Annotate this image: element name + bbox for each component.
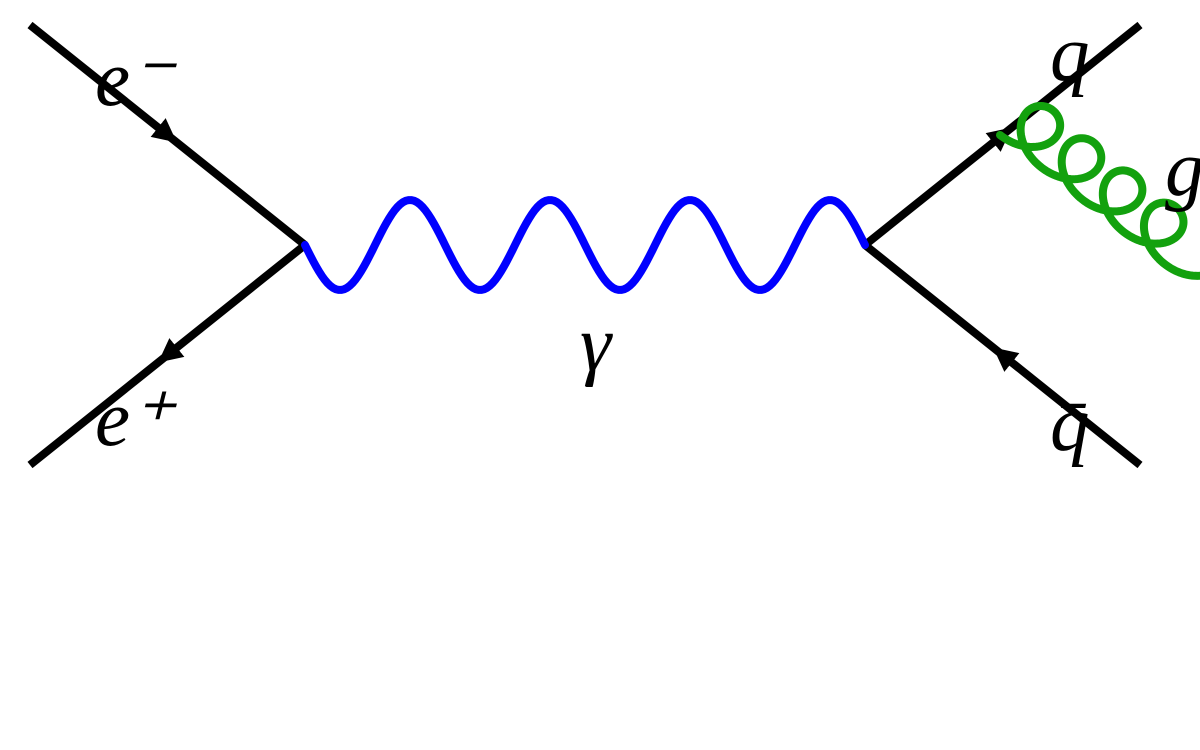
electron-line-tail [168, 135, 306, 245]
quark-line [865, 135, 1003, 245]
gluon-label: g [1165, 126, 1200, 213]
antiquark-line-tail [865, 245, 1003, 355]
electron-label: e⁻ [95, 36, 177, 123]
photon-label: γ [580, 301, 613, 388]
antiquark-label: q̄ [1050, 381, 1090, 468]
positron-line [168, 245, 306, 355]
quark-label: q [1050, 11, 1090, 98]
feynman-diagram: e⁻ e⁺ γ q q̄ g [0, 0, 1200, 750]
photon-line [305, 200, 865, 290]
positron-label: e⁺ [95, 376, 177, 463]
